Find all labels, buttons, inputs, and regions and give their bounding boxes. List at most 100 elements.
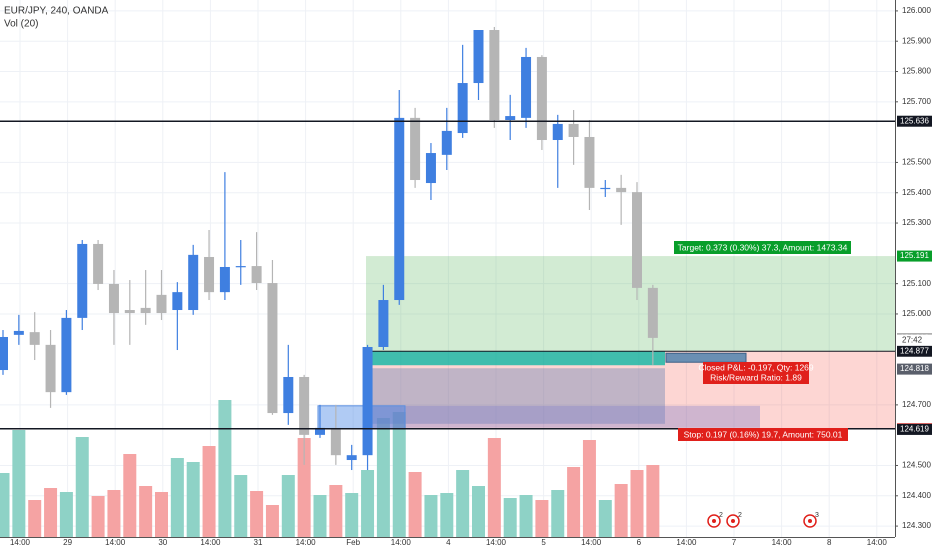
- volume-bar: [630, 470, 644, 537]
- position-band: [370, 351, 665, 366]
- trade-label-bg: [674, 241, 851, 254]
- candle-body: [568, 123, 579, 137]
- volume-bar: [186, 462, 200, 537]
- x-tick-label: 4: [446, 538, 451, 547]
- event-dot: [731, 519, 735, 523]
- axis-label-bg: [897, 115, 932, 127]
- volume-bar: [551, 490, 565, 537]
- y-tick-label: 124.400: [902, 491, 931, 500]
- candle-body: [219, 266, 230, 293]
- candle-body: [552, 123, 563, 141]
- x-tick-label: 29: [63, 538, 72, 547]
- volume-bar: [376, 418, 390, 537]
- candle-body: [489, 30, 500, 121]
- x-tick-label: Feb: [346, 538, 360, 547]
- y-tick-label: 126.000: [902, 6, 931, 15]
- x-tick-label: 31: [254, 538, 263, 547]
- volume-bar: [456, 470, 470, 537]
- volume-bar: [91, 496, 105, 537]
- candle-body: [204, 256, 215, 293]
- symbol-title: EUR/JPY, 240, OANDA: [4, 6, 109, 17]
- volume-bar: [59, 492, 73, 537]
- volume-bar: [582, 440, 596, 537]
- volume-bar: [218, 400, 232, 537]
- candle-body: [124, 310, 135, 314]
- volume-bar: [202, 446, 216, 537]
- axis-label-bg: [897, 250, 932, 262]
- volume-bar: [265, 505, 279, 537]
- candle-body: [362, 346, 373, 456]
- trade-label: Target: 0.373 (0.30%) 37.3, Amount: 1473…: [678, 242, 848, 252]
- axis-label: 125.191: [900, 251, 929, 260]
- y-tick-label: 125.500: [902, 158, 931, 167]
- volume-bar: [28, 500, 42, 537]
- y-tick-label: 125.400: [902, 188, 931, 197]
- y-tick-label: 125.100: [902, 279, 931, 288]
- event-dot: [712, 519, 716, 523]
- volume-bar: [234, 475, 248, 537]
- candle-body: [441, 130, 452, 155]
- candle-body: [156, 294, 167, 314]
- candle-body: [29, 332, 40, 345]
- position-overlay-2: [370, 405, 760, 428]
- candle-body: [584, 136, 595, 188]
- candle-body: [251, 266, 262, 284]
- axis-label-bg: [897, 423, 932, 435]
- volume-bar: [392, 412, 406, 537]
- volume-bar: [329, 485, 343, 537]
- candle-body: [140, 307, 151, 314]
- x-tick-label: 14:00: [10, 538, 31, 547]
- candle-body: [394, 117, 405, 301]
- rr-label: Risk/Reward Ratio: 1.89: [710, 372, 802, 382]
- trade-label-bg: [678, 428, 848, 441]
- x-tick-label: 14:00: [486, 538, 507, 547]
- x-tick-label: 8: [827, 538, 832, 547]
- volume-bar: [139, 486, 153, 537]
- candle-body: [77, 243, 88, 318]
- x-tick-label: 14:00: [676, 538, 697, 547]
- candle-body: [457, 83, 468, 134]
- axis-label-bg: [897, 345, 932, 357]
- candle-body: [172, 292, 183, 311]
- volume-bar: [170, 458, 184, 537]
- layers: 126.000 125.900 125.800 125.700 125.500 125.4…: [0, 6, 932, 547]
- volume-bar: [598, 500, 612, 537]
- candle-body: [235, 266, 246, 268]
- candle-body: [536, 56, 547, 141]
- volume-bar: [123, 454, 137, 537]
- axis-label: 124.619: [900, 425, 929, 434]
- axis-label: 124.877: [900, 346, 929, 355]
- candle-body: [108, 283, 119, 314]
- volume-bar: [535, 500, 549, 537]
- x-tick-label: 5: [541, 538, 546, 547]
- candle-body: [61, 317, 72, 393]
- trade-label: Stop: 0.197 (0.16%) 19.7, Amount: 750.01: [684, 429, 843, 439]
- volume-bar: [313, 495, 327, 537]
- candle-body: [425, 153, 436, 184]
- countdown: 27:42: [902, 335, 923, 344]
- volume-bar: [424, 495, 438, 537]
- candle-body: [632, 192, 642, 288]
- y-tick-label: 125.300: [902, 218, 931, 227]
- y-tick-label: 124.300: [902, 521, 931, 530]
- x-tick-label: 14:00: [200, 538, 221, 547]
- volume-bar: [281, 475, 295, 537]
- volume-bar: [614, 484, 628, 537]
- volume-bar: [408, 472, 422, 537]
- candle-body: [600, 187, 611, 190]
- volume-bar: [155, 492, 168, 537]
- candle-body: [13, 330, 24, 335]
- volume-bar: [75, 437, 89, 537]
- candle-body: [299, 376, 310, 435]
- axis-label: 124.818: [900, 364, 929, 373]
- candle-body: [473, 30, 484, 84]
- volume-bar: [487, 438, 501, 537]
- axis-label-bg: [897, 363, 932, 375]
- candle-body: [267, 283, 278, 414]
- candle-body: [505, 116, 516, 121]
- candle-body: [188, 254, 199, 311]
- x-tick-label: 14:00: [581, 538, 602, 547]
- event-count: 3: [815, 512, 819, 519]
- volume-bar: [44, 488, 58, 537]
- order-box: [665, 352, 747, 363]
